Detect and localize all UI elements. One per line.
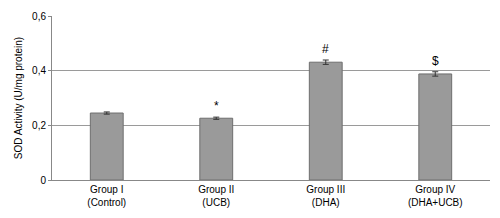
svg-text:$: $	[432, 54, 439, 68]
svg-text:#: #	[322, 42, 329, 56]
svg-text:0: 0	[40, 175, 46, 186]
svg-text:*: *	[214, 99, 219, 113]
svg-text:0,6: 0,6	[32, 11, 46, 22]
svg-text:Group III(DHA): Group III(DHA)	[306, 184, 345, 208]
svg-text:SOD Activity (U/mg protein): SOD Activity (U/mg protein)	[13, 37, 24, 159]
svg-text:0,2: 0,2	[32, 120, 46, 131]
svg-text:Group II(UCB): Group II(UCB)	[198, 184, 234, 208]
svg-text:0,4: 0,4	[32, 65, 46, 76]
svg-text:Group I(Control): Group I(Control)	[87, 184, 126, 208]
svg-text:Group IV(DHA+UCB): Group IV(DHA+UCB)	[408, 184, 463, 208]
